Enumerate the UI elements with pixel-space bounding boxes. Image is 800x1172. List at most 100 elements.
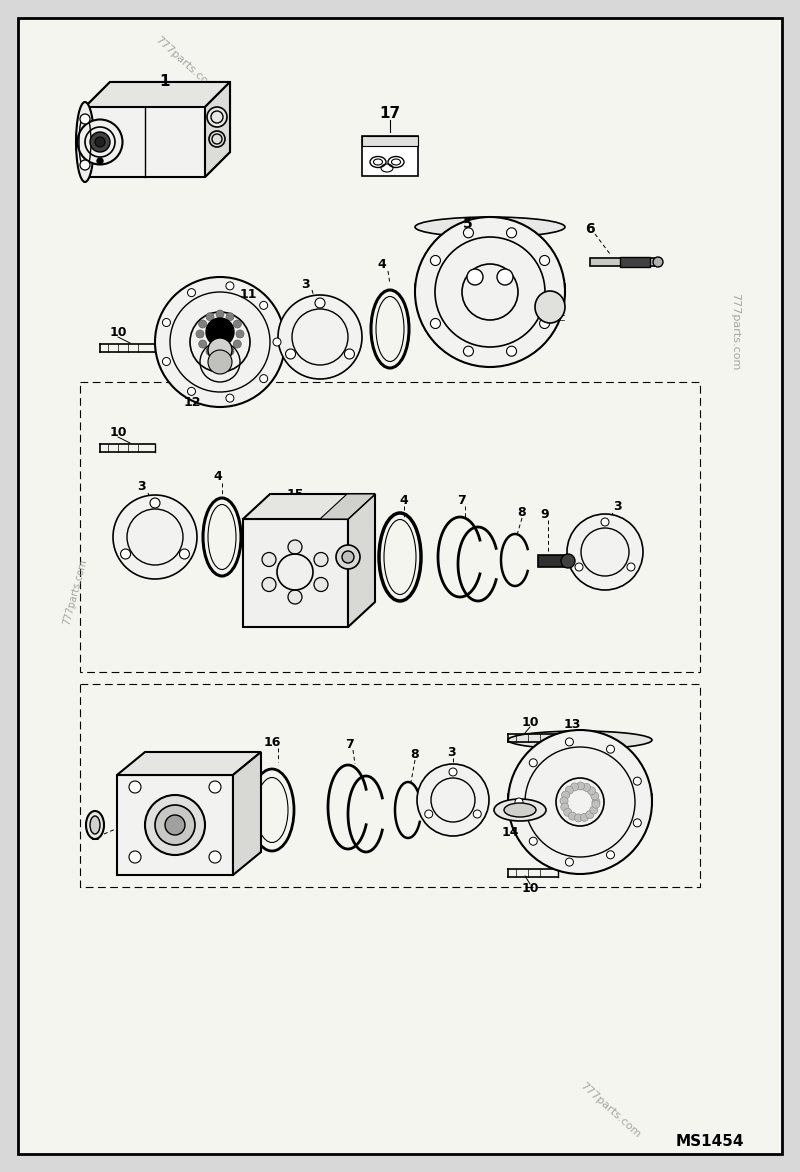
Circle shape [236,331,244,338]
Ellipse shape [535,291,565,323]
Text: 777parts.com: 777parts.com [578,1081,642,1139]
Circle shape [566,858,574,866]
Polygon shape [320,495,375,519]
Polygon shape [233,752,261,875]
Circle shape [315,298,325,308]
Text: 2: 2 [90,831,99,844]
Circle shape [314,578,328,592]
Circle shape [539,319,550,328]
Circle shape [463,346,474,356]
Circle shape [260,375,268,382]
Circle shape [209,781,221,793]
Circle shape [208,338,232,362]
Circle shape [415,217,565,367]
Circle shape [260,301,268,309]
Circle shape [417,764,489,836]
Text: 4: 4 [378,259,386,272]
Circle shape [606,851,614,859]
Text: 16: 16 [263,736,281,749]
Text: 4: 4 [214,470,222,484]
Circle shape [198,340,206,348]
Circle shape [198,320,206,328]
Circle shape [226,347,234,355]
Text: 5: 5 [463,217,473,231]
Bar [362,136,418,176]
Text: 3: 3 [138,481,146,493]
Text: 15: 15 [286,488,304,500]
Circle shape [601,518,609,526]
Text: 13: 13 [563,717,581,730]
Circle shape [566,738,574,745]
Circle shape [288,590,302,604]
Circle shape [288,540,302,554]
Circle shape [582,783,590,791]
Circle shape [206,347,214,355]
Polygon shape [205,82,230,177]
Polygon shape [85,82,230,107]
Text: 7: 7 [346,737,354,750]
Circle shape [574,813,582,822]
Circle shape [430,319,441,328]
Text: 8: 8 [518,505,526,518]
Text: SEAL KIT: SEAL KIT [376,138,404,143]
Circle shape [95,137,105,146]
Circle shape [342,551,354,563]
Circle shape [606,745,614,754]
Text: 17: 17 [379,107,401,122]
Circle shape [155,277,285,407]
Circle shape [187,388,195,395]
Text: 3: 3 [448,745,456,758]
Ellipse shape [508,731,652,749]
Circle shape [150,498,160,507]
Ellipse shape [78,120,122,164]
Circle shape [587,786,595,795]
Bar [243,519,348,627]
Text: 3: 3 [302,278,310,291]
Circle shape [463,227,474,238]
Circle shape [206,313,214,321]
Circle shape [314,552,328,566]
Circle shape [226,313,234,321]
Ellipse shape [209,131,225,146]
Circle shape [577,782,585,790]
Circle shape [569,812,577,820]
Text: MS1454: MS1454 [676,1134,744,1150]
Text: 10: 10 [110,326,126,339]
Circle shape [226,394,234,402]
Circle shape [497,270,513,285]
Circle shape [345,349,354,359]
Circle shape [234,340,242,348]
Ellipse shape [504,803,536,817]
Circle shape [627,563,635,571]
Ellipse shape [90,816,100,834]
Circle shape [209,851,221,863]
Circle shape [530,758,538,766]
Circle shape [506,227,517,238]
Text: 10: 10 [110,425,126,438]
Circle shape [515,798,523,806]
Circle shape [539,255,550,266]
Ellipse shape [494,799,546,822]
Circle shape [165,815,185,834]
Circle shape [216,350,224,357]
Circle shape [196,331,204,338]
Circle shape [590,806,598,815]
Bar [362,136,418,146]
Text: 4: 4 [400,493,408,506]
Circle shape [634,819,642,827]
Bar [117,775,233,875]
Circle shape [592,800,600,809]
Circle shape [208,350,232,374]
Circle shape [575,563,583,571]
Ellipse shape [76,102,94,182]
Circle shape [561,803,569,811]
Text: 6: 6 [585,222,595,236]
Circle shape [581,813,589,822]
Circle shape [430,255,441,266]
Circle shape [530,837,538,845]
Bar [590,258,660,266]
Text: 3: 3 [613,500,622,513]
Text: 7: 7 [458,493,466,506]
Circle shape [508,730,652,874]
Text: 1: 1 [160,75,170,89]
